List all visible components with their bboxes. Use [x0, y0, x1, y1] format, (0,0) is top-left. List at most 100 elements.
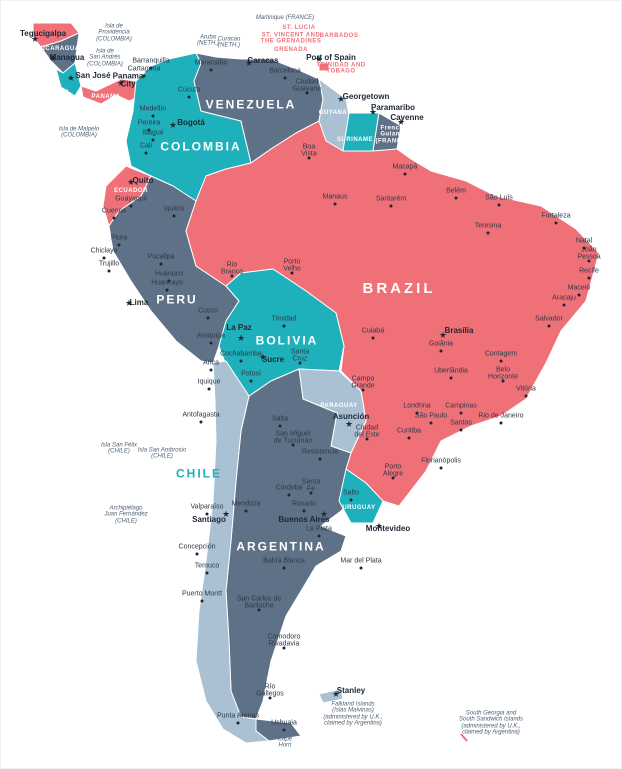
city-label: Salto	[343, 489, 359, 497]
city-dot-icon	[309, 491, 313, 495]
country-label: COLOMBIA	[160, 139, 242, 154]
city-label: Teresina	[474, 222, 502, 230]
city-dot-icon	[209, 341, 213, 345]
city-label: Cochabamba	[220, 350, 262, 358]
city-dot-icon	[547, 324, 551, 328]
city-dot-icon	[415, 411, 419, 415]
capital-star-icon	[369, 108, 377, 115]
city-label: Ciudad del Este	[354, 424, 380, 439]
capital-star-icon	[397, 118, 405, 125]
city-label: Porto Alegre	[382, 463, 404, 478]
city-dot-icon	[278, 424, 282, 428]
city-dot-icon	[287, 493, 291, 497]
capital-label: Asunción	[332, 411, 370, 421]
island-label: Isla San Félix (CHILE)	[100, 442, 138, 455]
city-dot-icon	[147, 128, 151, 132]
capital-star-icon	[127, 178, 135, 185]
city-label: Ciudad Guayana	[292, 78, 322, 93]
city-label: Barcelona	[269, 67, 301, 75]
capital-star-icon	[117, 79, 125, 86]
capital-label: Georgetown	[342, 91, 390, 101]
country-label: GUYANA	[318, 109, 348, 116]
country-label: PARAGUAY	[320, 402, 358, 409]
city-dot-icon	[407, 436, 411, 440]
city-dot-icon	[371, 336, 375, 340]
city-dot-icon	[282, 324, 286, 328]
capital-label: Buenos Aires	[278, 514, 330, 524]
city-dot-icon	[209, 368, 213, 372]
capital-label: Tegucigalpa	[19, 28, 67, 38]
country-label: BARBADOS	[319, 32, 359, 39]
island-label: Martinique (FRANCE)	[255, 14, 315, 21]
city-label: San Carlos de Bariloche	[236, 595, 282, 610]
island-label: Isla San Ambrosio (CHILE)	[137, 447, 187, 460]
city-label: Cuenca	[101, 207, 127, 215]
city-dot-icon	[117, 243, 121, 247]
city-dot-icon	[554, 221, 558, 225]
capital-label: La Paz	[226, 322, 252, 332]
city-label: Concepción	[178, 543, 216, 551]
city-dot-icon	[562, 303, 566, 307]
city-label: Bahía Blanca	[263, 557, 305, 565]
capital-label: Montevideo	[365, 523, 411, 533]
city-label: Mendoza	[231, 500, 261, 508]
city-label: Cuiabá	[361, 327, 385, 335]
city-label: Comodoro Rivadavia	[267, 633, 301, 648]
city-dot-icon	[302, 509, 306, 513]
city-dot-icon	[165, 288, 169, 292]
city-label: Ibagué	[142, 129, 164, 137]
capital-label: Cayenne	[390, 112, 424, 122]
city-label: Río Gallegos	[256, 683, 284, 698]
country-label: BOLIVIA	[255, 333, 319, 348]
city-label: Rio Branco	[220, 261, 244, 276]
city-dot-icon	[429, 421, 433, 425]
island-label: Isla de San Andrés (COLOMBIA)	[87, 48, 123, 68]
capital-star-icon	[125, 299, 133, 306]
city-dot-icon	[499, 421, 503, 425]
region-chile	[195, 360, 270, 744]
city-dot-icon	[268, 696, 272, 700]
city-label: Pucallpa	[147, 253, 175, 261]
city-label: Porto Velho	[283, 258, 301, 273]
city-label: Huancayo	[151, 279, 183, 287]
city-label: Arequipa	[196, 332, 226, 340]
city-label: Santarém	[375, 195, 407, 203]
city-label: Iquitos	[163, 205, 185, 213]
country-label: TRINIDAD AND TOBAGO	[316, 62, 366, 75]
city-label: Arica	[203, 359, 219, 367]
city-label: Florianópolis	[421, 457, 461, 465]
region-uruguay	[338, 468, 384, 524]
city-label: Maracaibo	[194, 59, 228, 67]
city-label: Manaus	[322, 193, 348, 201]
capital-label: Sucre	[261, 354, 285, 364]
city-label: Santos	[450, 419, 472, 427]
city-dot-icon	[205, 571, 209, 575]
city-label: Goiânia	[428, 340, 454, 348]
city-dot-icon	[209, 68, 213, 72]
city-dot-icon	[282, 566, 286, 570]
island-label: Archipiélago Juan Fernández (CHILE)	[104, 505, 148, 525]
city-label: Córdoba	[275, 484, 303, 492]
city-dot-icon	[577, 293, 581, 297]
city-dot-icon	[359, 566, 363, 570]
city-label: Natal	[575, 237, 593, 245]
capital-star-icon	[222, 510, 230, 517]
city-dot-icon	[403, 172, 407, 176]
capital-label: Bogotá	[177, 117, 205, 127]
city-dot-icon	[249, 379, 253, 383]
city-label: Salta	[272, 415, 288, 423]
city-dot-icon	[501, 379, 505, 383]
city-label: Chiclayo	[90, 247, 118, 255]
city-dot-icon	[290, 271, 294, 275]
capital-star-icon	[245, 59, 253, 66]
city-dot-icon	[112, 216, 116, 220]
city-label: Mar del Plata	[340, 557, 382, 565]
capital-label: Brasília	[444, 325, 474, 335]
city-label: Belo Horizonte	[488, 366, 518, 381]
country-label: HONDURAS	[13, 18, 53, 25]
island-label: Aruba (NETH.)	[197, 34, 219, 47]
capital-star-icon	[237, 334, 245, 341]
city-dot-icon	[149, 66, 153, 70]
city-dot-icon	[159, 262, 163, 266]
